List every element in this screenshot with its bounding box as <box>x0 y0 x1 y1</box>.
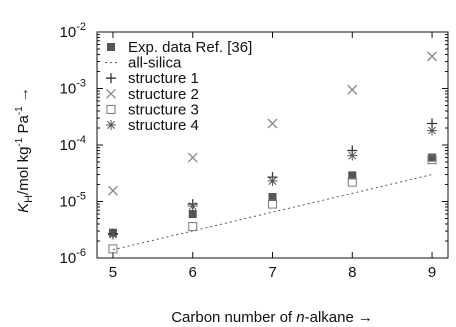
legend-item: structure 4 <box>106 117 199 134</box>
legend-swatch <box>106 88 116 99</box>
legend-item: structure 1 <box>106 70 199 87</box>
series-3 <box>107 51 438 196</box>
y-tick-label: 10-3 <box>60 78 86 98</box>
data-point <box>427 125 438 136</box>
data-point <box>427 155 437 165</box>
data-point <box>347 150 358 161</box>
legend-swatch <box>107 43 115 51</box>
series-layer <box>107 51 438 254</box>
legend-item: all-silica <box>105 55 182 72</box>
legend-label: structure 2 <box>128 86 199 103</box>
x-tick-label: 5 <box>109 264 117 281</box>
data-point <box>187 201 198 212</box>
data-point <box>188 210 197 219</box>
data-point <box>268 193 277 202</box>
data-point <box>187 152 198 163</box>
data-point <box>427 51 438 62</box>
x-tick-label: 8 <box>348 264 356 281</box>
data-point <box>267 176 278 187</box>
legend-item: structure 2 <box>106 86 199 103</box>
legend-item: structure 3 <box>106 101 199 118</box>
x-tick-label: 7 <box>268 264 276 281</box>
legend-label: Exp. data Ref. [36] <box>128 39 252 56</box>
data-point <box>347 177 357 187</box>
axis-ticks: 5 6 7 8 9 10-6 10-5 10-4 10-3 10-2 <box>60 21 448 281</box>
legend-swatch <box>106 104 116 114</box>
legend-label: all-silica <box>128 55 182 72</box>
data-point <box>108 244 118 254</box>
x-tick-label: 6 <box>189 264 197 281</box>
y-tick-label: 10-4 <box>60 134 86 154</box>
y-tick-label: 10-2 <box>60 21 86 41</box>
data-point <box>107 229 118 240</box>
legend-swatch <box>106 120 116 130</box>
x-tick-label: 9 <box>428 264 436 281</box>
data-point <box>268 199 277 209</box>
data-point <box>188 222 198 232</box>
series-4 <box>108 155 437 254</box>
legend-label: structure 4 <box>128 117 199 134</box>
series-5 <box>107 125 438 240</box>
data-point <box>267 118 278 129</box>
legend-item: Exp. data Ref. [36] <box>107 39 252 56</box>
y-tick-label: 10-6 <box>60 247 86 267</box>
data-point <box>347 84 358 95</box>
x-axis-label: Carbon number of n-alkane → <box>171 309 373 326</box>
legend-label: structure 3 <box>128 101 199 118</box>
data-point <box>348 171 357 180</box>
legend-swatch <box>106 73 116 84</box>
data-point <box>107 185 118 196</box>
series-0 <box>108 153 437 237</box>
legend-label: structure 1 <box>128 70 199 87</box>
data-point <box>428 153 437 162</box>
y-axis-label: KH/mol kg-1 Pa-1 → <box>14 87 35 213</box>
y-tick-label: 10-5 <box>60 191 86 211</box>
